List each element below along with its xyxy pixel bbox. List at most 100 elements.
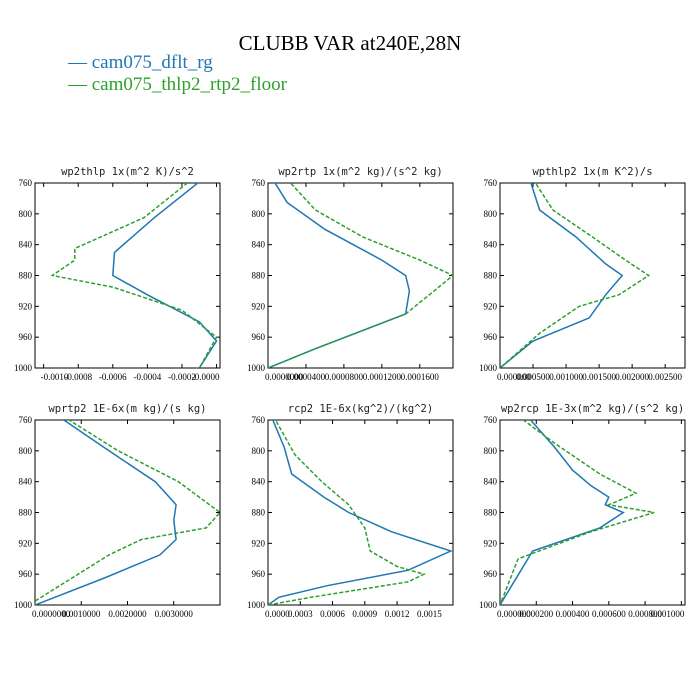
y-tick-label: 800 — [484, 446, 498, 456]
panel-2: wp2rtp 1x(m^2 kg)/(s^2 kg) 760 800 840 880 92… — [247, 166, 454, 382]
y-tick-label: 800 — [19, 446, 33, 456]
y-tick-label: 1000 — [247, 363, 266, 373]
y-tick-label: 960 — [252, 332, 266, 342]
y-tick-label: 960 — [19, 569, 33, 579]
plot-frame — [267, 419, 454, 606]
series-line-floor — [35, 420, 220, 605]
series-line-floor — [268, 420, 427, 605]
panel-title: wp2thlp 1x(m^2 K)/s^2 — [61, 166, 194, 178]
legend-item-floor: — cam075_thlp2_rtp2_floor — [67, 74, 288, 95]
panel-title: wp2rtp 1x(m^2 kg)/(s^2 kg) — [278, 166, 442, 178]
y-tick-label: 760 — [252, 415, 266, 425]
y-tick-label: 920 — [19, 538, 33, 548]
y-tick-label: 760 — [252, 178, 266, 188]
x-tick-label: -0.0002 — [168, 372, 196, 382]
y-tick-label: 840 — [252, 240, 266, 250]
x-tick-label: 0.0000000 — [32, 609, 71, 619]
y-tick-label: 760 — [19, 178, 33, 188]
y-tick-label: 760 — [484, 178, 498, 188]
legend-label-dflt: cam075_dflt_rg — [92, 52, 214, 73]
x-tick-label: -0.0008 — [64, 372, 92, 382]
x-tick-label: 0.0001200 — [363, 372, 402, 382]
y-tick-label: 880 — [252, 508, 266, 518]
plot-frame — [34, 182, 221, 369]
panel-5: rcp2 1E-6x(kg^2)/(kg^2) 760 800 840 880 920 96… — [247, 403, 454, 619]
plot-frame — [34, 419, 221, 606]
y-tick-label: 880 — [252, 271, 266, 281]
series-line-floor — [500, 183, 651, 368]
x-tick-label: 0.0000 — [265, 609, 290, 619]
x-tick-label: 0.000000 — [497, 372, 531, 382]
y-tick-label: 880 — [19, 271, 33, 281]
y-tick-label: 920 — [252, 301, 266, 311]
x-tick-label: 0.000200 — [519, 609, 553, 619]
panel-1: wp2thlp 1x(m^2 K)/s^2 760 800 840 880 920 960 1… — [14, 166, 221, 382]
x-tick-label: 0.000500 — [516, 372, 550, 382]
legend-label-floor: cam075_thlp2_rtp2_floor — [92, 74, 288, 95]
x-tick-label: 0.000600 — [592, 609, 626, 619]
x-tick-label: 0.0010000 — [62, 609, 101, 619]
x-tick-label: -0.0010 — [41, 372, 69, 382]
x-tick-label: 0.0012 — [385, 609, 410, 619]
x-tick-label: 0.001000 — [651, 609, 685, 619]
y-tick-label: 800 — [252, 446, 266, 456]
series-line-dflt — [268, 420, 453, 605]
series-line-dflt — [35, 420, 177, 605]
plot-frame — [267, 182, 454, 369]
panel-title: wprtp2 1E-6x(m kg)/(s kg) — [48, 403, 206, 415]
plot-frame — [499, 419, 686, 606]
y-tick-label: 840 — [19, 240, 33, 250]
y-tick-label: 760 — [484, 415, 498, 425]
y-tick-label: 960 — [19, 332, 33, 342]
y-tick-label: 840 — [252, 477, 266, 487]
y-tick-label: 880 — [19, 508, 33, 518]
panel-6: wp2rcp 1E-3x(m^2 kg)/(s^2 kg)760 800 840 88… — [479, 403, 686, 619]
plot-frame — [499, 182, 686, 369]
figure-title: CLUBB VAR at240E,28N — [239, 31, 462, 55]
x-tick-label: -0.0004 — [134, 372, 162, 382]
series-line-dflt — [500, 420, 625, 605]
panel-4: wprtp2 1E-6x(m kg)/(s kg) 760 800 840 880 920… — [14, 403, 221, 619]
y-tick-label: 920 — [484, 538, 498, 548]
x-tick-label: 0.002500 — [648, 372, 682, 382]
y-tick-label: 1000 — [14, 363, 33, 373]
y-tick-label: 800 — [484, 209, 498, 219]
y-tick-label: 880 — [484, 271, 498, 281]
panel-title: wpthlp2 1x(m K^2)/s — [532, 166, 652, 178]
series-line-floor — [268, 183, 453, 368]
y-tick-label: 920 — [252, 538, 266, 548]
y-tick-label: 920 — [19, 301, 33, 311]
y-tick-label: 840 — [484, 240, 498, 250]
x-tick-label: 0.0015 — [417, 609, 442, 619]
panel-title: rcp2 1E-6x(kg^2)/(kg^2) — [288, 403, 433, 415]
panel-title: wp2rcp 1E-3x(m^2 kg)/(s^2 kg) — [501, 403, 684, 415]
y-tick-label: 760 — [19, 415, 33, 425]
x-tick-label: 0.000800 — [628, 609, 662, 619]
series-line-floor — [500, 420, 655, 605]
y-tick-label: 960 — [484, 569, 498, 579]
y-tick-label: 1000 — [479, 363, 498, 373]
x-tick-label: 0.0000800 — [325, 372, 364, 382]
series-line-dflt — [112, 183, 218, 368]
panels: wp2thlp 1x(m^2 K)/s^2 760 800 840 880 920 960 1… — [14, 166, 686, 619]
x-tick-label: 0.001000 — [549, 372, 583, 382]
series-line-dflt — [500, 183, 624, 368]
x-tick-label: 0.0000000 — [265, 372, 304, 382]
y-tick-label: 880 — [484, 508, 498, 518]
y-tick-label: 840 — [19, 477, 33, 487]
x-tick-label: 0.0009 — [352, 609, 377, 619]
series-line-floor — [50, 183, 218, 368]
figure-legend: — cam075_dflt_rg — cam075_thlp2_rtp2_flo… — [67, 52, 288, 95]
x-tick-label: 0.0003 — [288, 609, 313, 619]
x-tick-label: 0.0000400 — [287, 372, 326, 382]
x-tick-label: 0.0020000 — [108, 609, 147, 619]
y-tick-label: 800 — [252, 209, 266, 219]
x-tick-label: 0.0006 — [320, 609, 345, 619]
y-tick-label: 840 — [484, 477, 498, 487]
x-tick-label: -0.0000 — [192, 372, 220, 382]
x-tick-label: 0.002000 — [615, 372, 649, 382]
y-tick-label: 1000 — [247, 600, 266, 610]
x-tick-label: 0.000000 — [497, 609, 531, 619]
y-tick-label: 1000 — [14, 600, 33, 610]
